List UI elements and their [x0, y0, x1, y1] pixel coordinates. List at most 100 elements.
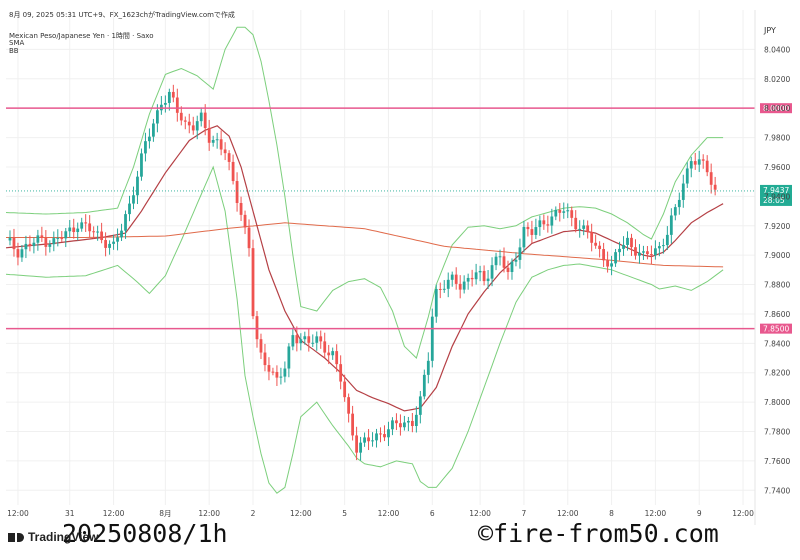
candle-body: [403, 422, 406, 428]
candle-body: [701, 159, 705, 161]
candle-body: [215, 139, 219, 141]
candle-body: [697, 159, 701, 165]
candle-body: [303, 336, 307, 340]
candle-body: [626, 237, 629, 245]
candle-body: [418, 396, 422, 415]
candle-body: [52, 238, 56, 245]
candle-body: [450, 274, 454, 280]
tradingview-logo[interactable]: TradingView: [8, 530, 98, 544]
candle-body: [8, 237, 12, 241]
candle-body: [379, 433, 382, 435]
candle-body: [494, 256, 498, 266]
candle-body: [610, 263, 613, 267]
candle-body: [574, 217, 578, 230]
candle-body: [96, 231, 100, 233]
candle-body: [112, 241, 115, 244]
candle-body: [462, 281, 466, 290]
price-axis[interactable]: 7.7400 7.7600 7.7800 7.8000 7.8200 7.8400 7.86…: [754, 10, 790, 525]
candle-body: [614, 252, 617, 264]
candle-body: [36, 235, 40, 243]
candle-body: [152, 123, 155, 137]
candle-body: [92, 231, 96, 233]
y-tick-label: 8.0400: [764, 45, 790, 54]
x-tick-label: 6: [430, 509, 435, 518]
candle-body: [442, 288, 446, 290]
candle-body: [582, 225, 586, 229]
candle-body: [387, 429, 390, 438]
site-watermark: ©fire-from50.com: [478, 519, 719, 548]
candle-body: [355, 435, 358, 453]
candle-body: [578, 228, 582, 230]
countdown-label: 28:05: [763, 196, 785, 205]
candle-body: [689, 161, 693, 169]
candle-body: [570, 210, 574, 218]
candle-body: [546, 224, 550, 226]
candle-body: [414, 414, 418, 427]
candle-body: [327, 352, 331, 356]
x-tick-label: 5: [342, 509, 347, 518]
candle-body: [56, 238, 60, 240]
horizontal-line-label: 7.8500: [763, 325, 789, 334]
indicator-bb-label[interactable]: BB: [9, 47, 19, 55]
candle-body: [371, 440, 374, 442]
candle-body: [267, 365, 271, 372]
candle-body: [713, 184, 717, 190]
candle-body: [685, 168, 689, 184]
candle-body: [502, 256, 506, 268]
candle-body: [410, 420, 414, 427]
candle-body: [518, 247, 522, 260]
candle-body: [454, 274, 458, 284]
candle-body: [323, 341, 327, 353]
y-tick-label: 8.0000: [764, 104, 790, 113]
y-tick-label: 7.7800: [764, 428, 790, 437]
candle-body: [275, 371, 279, 378]
candle-body: [64, 231, 68, 239]
y-tick-label: 7.9400: [764, 192, 790, 201]
candle-body: [251, 248, 255, 317]
candle-body: [335, 351, 339, 365]
time-axis[interactable]: 12:00 31 12:00 8月 12:00 2 12:00 5 12:00 6 12:00 7 12…: [7, 509, 754, 518]
candle-body: [598, 245, 602, 250]
candle-body: [60, 238, 64, 240]
bb-upper-line: [5, 26, 724, 359]
horizontal-line-label: 8.0000: [763, 104, 789, 113]
candle-body: [235, 181, 239, 204]
candle-body: [48, 244, 52, 247]
candle-body: [458, 283, 462, 290]
candle-body: [120, 230, 123, 238]
candle-body: [665, 234, 669, 246]
candle-body: [650, 254, 653, 256]
candle-body: [566, 210, 570, 212]
candle-body: [136, 176, 139, 196]
candle-body: [211, 139, 215, 143]
candle-body: [654, 248, 657, 256]
candle-body: [351, 413, 355, 436]
candle-body: [550, 216, 554, 226]
candle-body: [219, 139, 223, 150]
candle-body: [642, 251, 645, 253]
bb-lower-line: [5, 165, 724, 494]
candle-body: [319, 336, 323, 342]
candle-body: [367, 437, 370, 442]
candle-body: [558, 209, 562, 213]
candle-body: [343, 381, 347, 398]
candle-body: [203, 112, 207, 128]
candle-body: [434, 288, 438, 317]
last-price-tag: [760, 184, 792, 206]
x-tick-label: 12:00: [557, 509, 579, 518]
candle-body: [498, 256, 502, 258]
candle-body: [255, 316, 259, 340]
candle-body: [438, 288, 442, 290]
candle-body: [187, 121, 191, 126]
candle-body: [315, 336, 319, 343]
candle-body: [622, 244, 625, 249]
candle-body: [478, 270, 482, 273]
candle-body: [466, 277, 470, 282]
y-tick-label: 7.8800: [764, 281, 790, 290]
x-tick-label: 8: [609, 509, 614, 518]
x-tick-label: 31: [65, 509, 75, 518]
x-tick-label: 9: [697, 509, 702, 518]
indicator-sma-label[interactable]: SMA: [9, 39, 25, 47]
candle-body: [530, 229, 534, 235]
